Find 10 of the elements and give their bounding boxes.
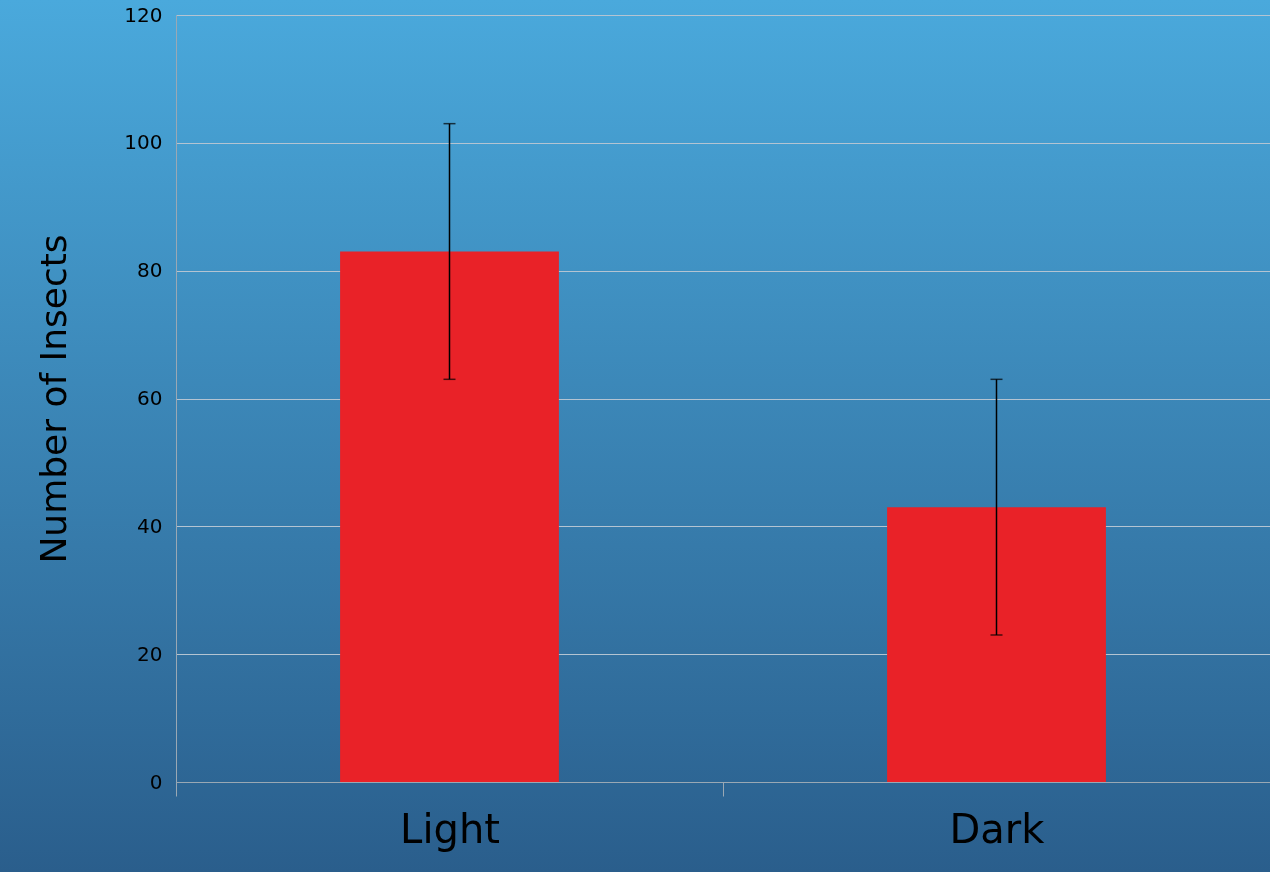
y-tick-label: 20 [137,641,163,666]
y-tick-label: 40 [137,513,163,538]
x-tick-label: Light [400,805,500,852]
y-tick-label: 0 [149,769,163,794]
y-tick-label: 80 [137,258,163,283]
x-tick-label: Dark [949,805,1046,852]
y-tick-label: 120 [124,2,163,27]
y-axis-title: Number of Insects [33,234,75,564]
y-tick-label: 60 [137,386,163,410]
y-tick-label: 100 [124,130,163,155]
